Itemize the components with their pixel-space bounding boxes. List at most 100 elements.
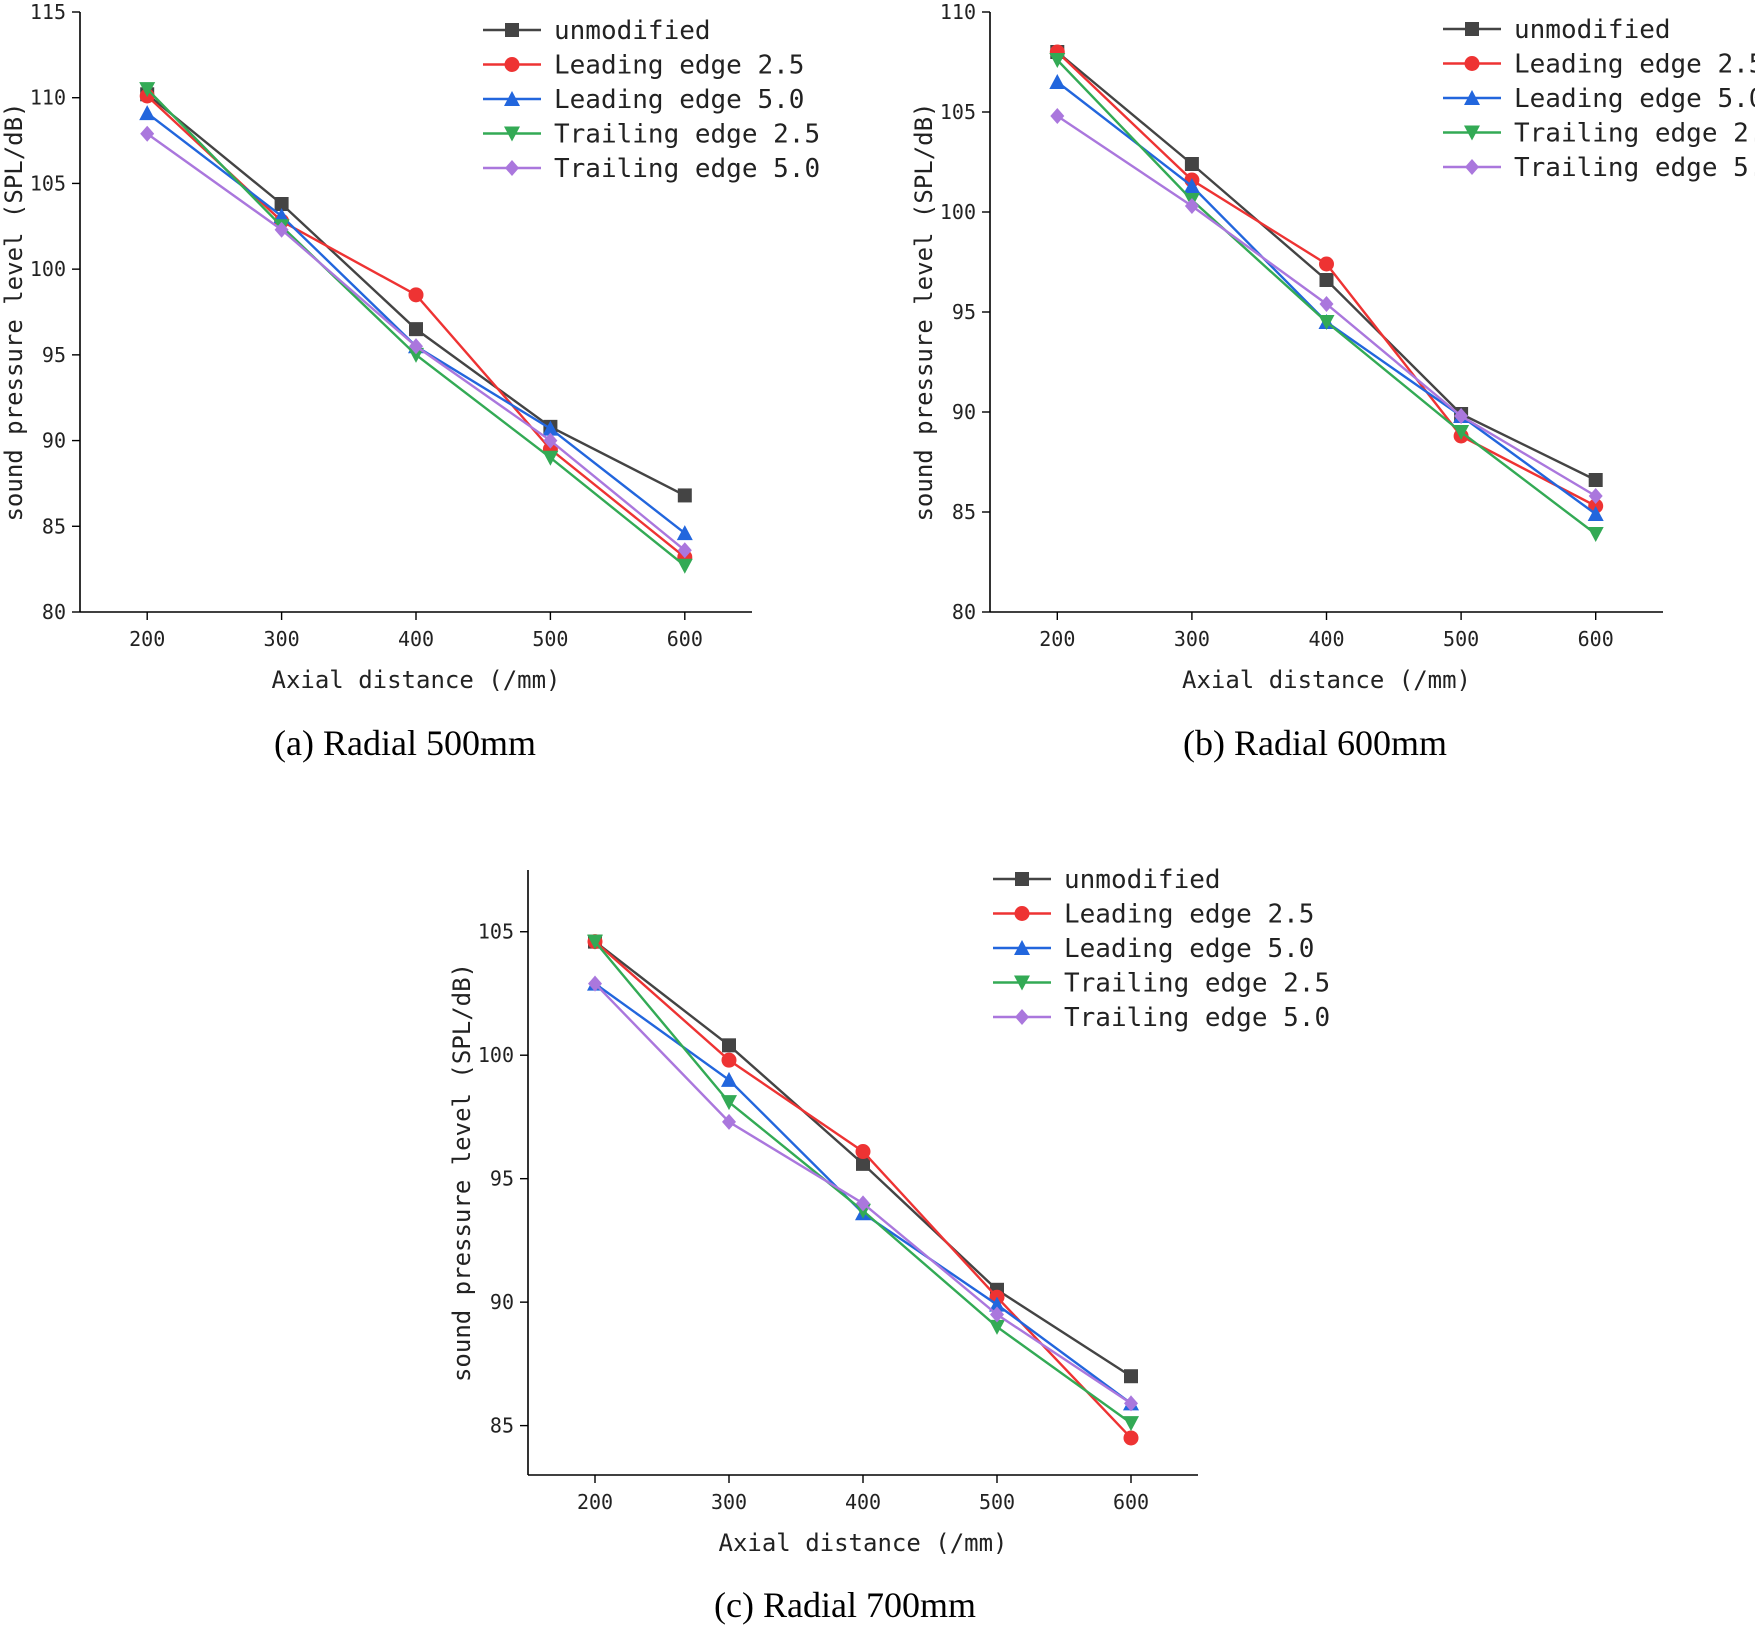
series-3 [1049, 53, 1604, 542]
data-point [274, 221, 289, 238]
data-point [1123, 1416, 1139, 1432]
data-point [1049, 74, 1066, 89]
legend: unmodified Leading edge 2.5 Leading edge 5… [993, 865, 1330, 1033]
legend-label: Leading edge 5.0 [554, 85, 804, 115]
y-tick-label: 80 [952, 600, 976, 624]
data-point [676, 525, 693, 541]
y-tick-label: 100 [478, 1043, 514, 1067]
data-point [1587, 506, 1604, 521]
data-point [721, 1052, 737, 1068]
data-point [1049, 53, 1066, 68]
y-tick-label: 95 [490, 1167, 514, 1191]
y-axis-title: sound pressure level (SPL/dB) [448, 963, 476, 1382]
y-tick-label: 110 [30, 86, 66, 110]
legend-marker [504, 126, 520, 142]
data-point [542, 420, 559, 436]
data-point [856, 1195, 870, 1212]
x-axis-title: Axial distance (/mm) [272, 666, 561, 694]
legend-marker [1465, 159, 1479, 175]
x-tick-label: 300 [264, 627, 300, 651]
y-tick-label: 90 [42, 429, 66, 453]
x-tick-label: 500 [979, 1490, 1015, 1514]
x-axis-title: Axial distance (/mm) [719, 1529, 1008, 1557]
x-tick-label: 300 [711, 1490, 747, 1514]
chart-panel-2: 80 85 90 95 100 105 110 200 300 400 500 600 Axial di… [910, 0, 1755, 763]
y-tick-label: 105 [478, 920, 514, 944]
data-point [140, 125, 155, 142]
x-tick-label: 500 [532, 627, 568, 651]
y-tick-label: 100 [940, 200, 976, 224]
data-point [1050, 108, 1065, 124]
y-tick-label: 85 [952, 500, 976, 524]
x-tick-label: 600 [667, 627, 703, 651]
series-4 [588, 975, 1138, 1412]
data-point [989, 1296, 1005, 1312]
series-3 [139, 82, 693, 574]
legend-label: Trailing edge 5.0 [1064, 1003, 1330, 1033]
legend-marker [1015, 872, 1029, 886]
series-line [594, 982, 1132, 1405]
x-tick-label: 300 [1174, 627, 1210, 651]
data-point [409, 338, 423, 355]
data-point [1319, 256, 1334, 272]
series-2 [587, 975, 1139, 1411]
data-point [1123, 1430, 1139, 1446]
legend-marker [1464, 90, 1480, 105]
legend-marker [504, 57, 520, 72]
chart-caption: (c) Radial 700mm [714, 1585, 976, 1625]
data-point [1588, 473, 1603, 487]
x-tick-label: 500 [1443, 627, 1479, 651]
x-axis-title: Axial distance (/mm) [1182, 666, 1471, 694]
legend-marker [1464, 56, 1480, 71]
legend-marker [1014, 940, 1030, 955]
x-tick-label: 200 [129, 627, 165, 651]
data-point [677, 542, 692, 559]
x-tick-label: 400 [845, 1490, 881, 1514]
data-point [1184, 157, 1199, 171]
legend-label: Leading edge 2.5 [554, 51, 804, 81]
legend-marker [504, 91, 520, 106]
series-4 [1050, 108, 1603, 504]
y-tick-label: 115 [30, 0, 66, 24]
y-tick-label: 100 [30, 257, 66, 281]
y-tick-label: 105 [30, 171, 66, 195]
y-tick-label: 105 [940, 100, 976, 124]
legend-label: Trailing edge 2.5 [554, 120, 820, 150]
data-point [856, 1156, 870, 1171]
y-tick-label: 95 [952, 300, 976, 324]
chart-panel-3: 85 90 95 100 105 200 300 400 500 600 Axial distanc… [448, 865, 1330, 1625]
legend-label: Leading edge 5.0 [1064, 934, 1314, 964]
data-point [722, 1038, 736, 1053]
y-tick-label: 110 [940, 0, 976, 24]
legend-marker [505, 160, 519, 176]
legend-marker [1014, 906, 1030, 921]
legend-label: Leading edge 2.5 [1064, 900, 1314, 930]
legend-label: unmodified [554, 16, 711, 46]
legend-label: Trailing edge 2.5 [1514, 119, 1755, 149]
data-point [587, 934, 603, 950]
x-tick-label: 400 [398, 627, 434, 651]
legend-marker [1465, 22, 1479, 36]
data-point [990, 1306, 1004, 1323]
chart-caption: (a) Radial 500mm [274, 723, 536, 763]
y-tick-label: 90 [952, 400, 976, 424]
data-point [989, 1319, 1005, 1335]
data-point [1124, 1369, 1138, 1384]
data-point [1318, 315, 1335, 330]
data-point [139, 105, 156, 121]
data-point [721, 1095, 737, 1111]
y-tick-label: 90 [490, 1290, 514, 1314]
data-point [139, 82, 156, 98]
legend-marker [1014, 975, 1030, 991]
legend: unmodified Leading edge 2.5 Leading edge 5… [483, 16, 820, 184]
legend-label: Leading edge 5.0 [1514, 84, 1755, 114]
data-point [409, 322, 423, 337]
data-point [1454, 408, 1469, 424]
data-point [1183, 178, 1200, 193]
data-point [542, 450, 559, 466]
legend-label: Leading edge 2.5 [1514, 50, 1755, 80]
x-tick-label: 400 [1308, 627, 1344, 651]
data-point [676, 558, 693, 574]
data-point [273, 208, 290, 223]
